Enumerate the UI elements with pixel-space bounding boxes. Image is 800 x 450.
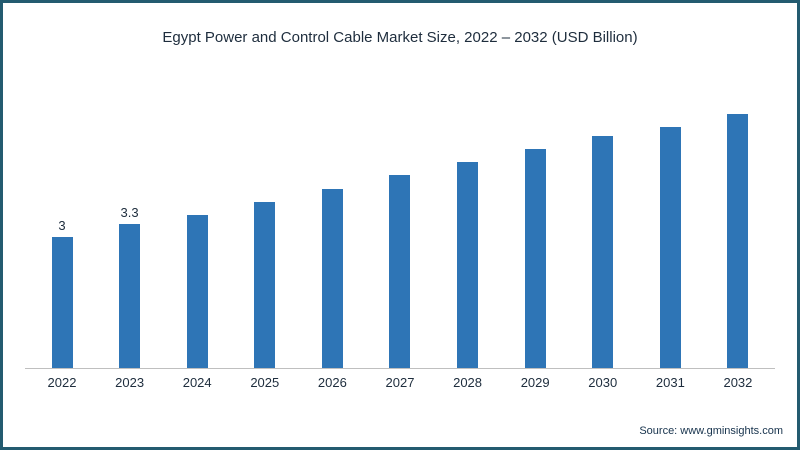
x-axis-label: 2032 [723,375,753,390]
bar [389,175,411,368]
plot-area: 3 3.3 [3,46,797,368]
bar [524,149,546,368]
bar-group [506,130,564,368]
bar-group [641,108,699,368]
bar-group [168,196,226,368]
bar [457,162,479,368]
x-axis-labels: 2022 2023 2024 2025 2026 2027 2028 2029 2030 2031… [3,375,797,390]
bar-value-label: 3 [58,218,66,233]
x-axis-label: 2026 [317,375,347,390]
x-axis-label: 2031 [655,375,685,390]
bar [592,136,614,368]
x-axis-label: 2024 [182,375,212,390]
bar-group [709,95,767,368]
x-axis-label: 2027 [385,375,415,390]
bar-group [574,117,632,368]
bar-group: 3 [33,218,91,368]
bar-group [236,183,294,368]
x-axis-label: 2025 [250,375,280,390]
bar-group [439,143,497,368]
bar [659,127,681,368]
bar-group: 3.3 [101,205,159,368]
bar [321,189,343,368]
bar [186,215,208,368]
x-axis-label: 2022 [47,375,77,390]
x-axis-label: 2023 [115,375,145,390]
chart-title: Egypt Power and Control Cable Market Siz… [162,29,638,46]
x-axis-label: 2030 [588,375,618,390]
bar [254,202,276,368]
bar-group [371,156,429,368]
bar-value-label: 3.3 [120,205,139,220]
x-axis-label: 2028 [453,375,483,390]
bar-group [303,170,361,368]
bar [727,114,749,368]
bar [119,224,141,368]
x-axis-label: 2029 [520,375,550,390]
source-credit: Source: www.gminsights.com [639,425,783,437]
x-axis-line [25,368,775,369]
bar [51,237,73,368]
